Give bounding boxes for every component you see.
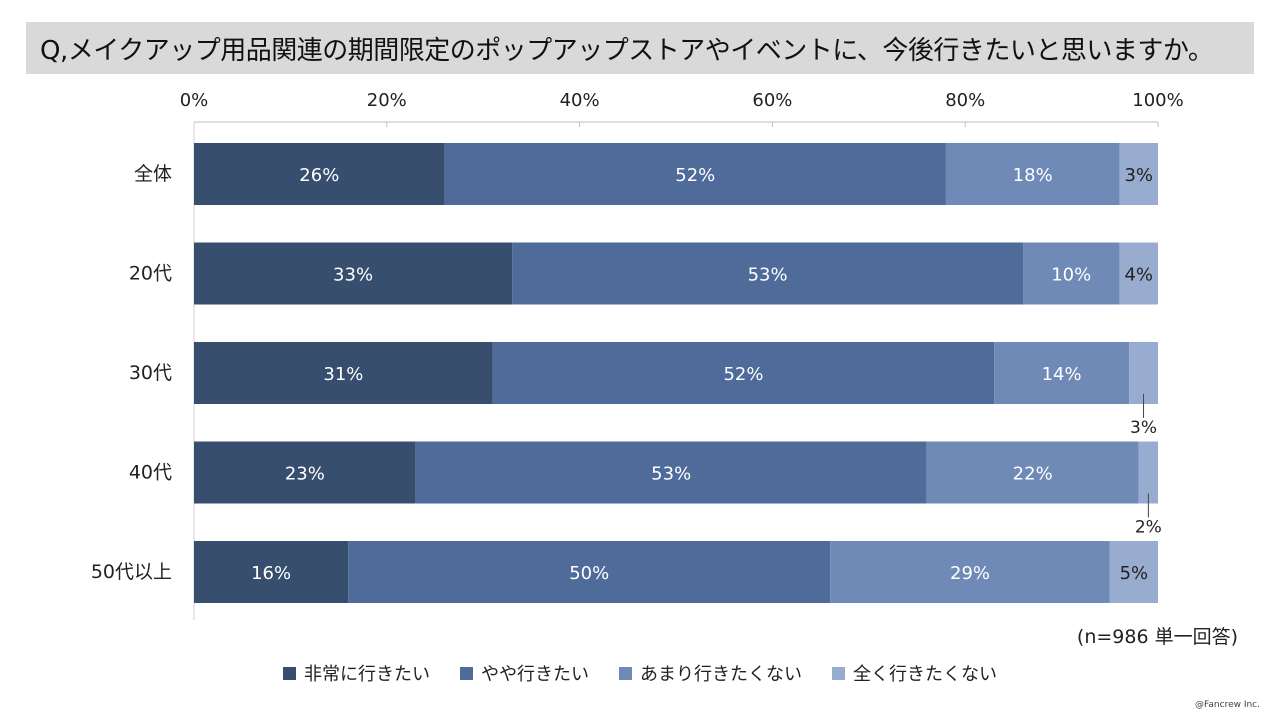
data-label: 10% bbox=[1051, 265, 1091, 286]
bar-segment bbox=[1119, 242, 1158, 305]
bar-segment bbox=[194, 242, 513, 305]
legend-item-not-at-all-want: 全く行きたくない bbox=[832, 660, 997, 686]
bar-segment bbox=[194, 143, 445, 205]
bar-segment bbox=[945, 143, 1120, 205]
legend-label: 非常に行きたい bbox=[304, 664, 430, 685]
data-label: 3% bbox=[1124, 165, 1153, 186]
data-label: 4% bbox=[1124, 265, 1153, 286]
category-label: 20代 bbox=[129, 263, 172, 285]
data-label: 3% bbox=[1130, 418, 1157, 438]
category-label: 30代 bbox=[129, 362, 172, 384]
bar-segment bbox=[830, 541, 1110, 603]
bar-segment bbox=[492, 342, 995, 404]
bar-segment bbox=[415, 441, 927, 504]
bar-segment bbox=[926, 441, 1139, 504]
data-label: 2% bbox=[1135, 518, 1162, 538]
x-tick-label: 0% bbox=[180, 90, 209, 111]
chart-title: Q,メイクアップ用品関連の期間限定のポップアップストアやイベントに、今後行きたい… bbox=[40, 35, 1214, 66]
legend-swatch bbox=[832, 666, 845, 680]
legend-swatch bbox=[619, 666, 632, 680]
data-label: 18% bbox=[1013, 165, 1053, 186]
data-label: 16% bbox=[251, 563, 291, 584]
legend-label: 全く行きたくない bbox=[853, 664, 997, 685]
data-label: 14% bbox=[1042, 364, 1082, 385]
bar-segment bbox=[1023, 242, 1120, 305]
legend-item-not-really-want: あまり行きたくない bbox=[619, 660, 802, 686]
category-label: 40代 bbox=[129, 462, 172, 484]
legend-item-very-want: 非常に行きたい bbox=[283, 660, 430, 686]
legend-item-somewhat-want: やや行きたい bbox=[460, 660, 589, 686]
bar-segment bbox=[1138, 441, 1158, 504]
data-label: 23% bbox=[285, 464, 325, 485]
x-tick-label: 20% bbox=[367, 90, 407, 111]
data-label: 26% bbox=[299, 165, 339, 186]
data-label: 22% bbox=[1013, 464, 1053, 485]
category-label: 全体 bbox=[134, 163, 172, 185]
data-label: 53% bbox=[748, 265, 788, 286]
x-tick-label: 40% bbox=[560, 90, 600, 111]
legend-label: あまり行きたくない bbox=[640, 664, 802, 685]
data-label: 29% bbox=[950, 563, 990, 584]
data-label: 33% bbox=[333, 265, 373, 286]
bar-segment bbox=[1129, 342, 1158, 404]
bar-segment bbox=[444, 143, 946, 205]
bar-segment bbox=[994, 342, 1130, 404]
sample-note: (n=986 単一回答) bbox=[1076, 626, 1238, 648]
data-label: 53% bbox=[651, 464, 691, 485]
data-label: 50% bbox=[569, 563, 609, 584]
bar-segment bbox=[1119, 143, 1158, 205]
legend-swatch bbox=[460, 666, 473, 680]
data-label: 52% bbox=[723, 364, 763, 385]
bar-segment bbox=[1109, 541, 1158, 603]
legend-swatch bbox=[283, 666, 296, 680]
x-tick-label: 80% bbox=[945, 90, 985, 111]
bar-segment bbox=[194, 342, 493, 404]
data-label: 52% bbox=[675, 165, 715, 186]
title-bar: Q,メイクアップ用品関連の期間限定のポップアップストアやイベントに、今後行きたい… bbox=[26, 22, 1254, 74]
legend-label: やや行きたい bbox=[481, 664, 589, 685]
bar-segment bbox=[348, 541, 831, 603]
data-label: 31% bbox=[323, 364, 363, 385]
credit: @Fancrew Inc. bbox=[1195, 700, 1260, 710]
category-label: 50代以上 bbox=[91, 561, 172, 583]
data-label: 5% bbox=[1120, 563, 1149, 584]
legend: 非常に行きたい やや行きたい あまり行きたくない 全く行きたくない bbox=[0, 660, 1280, 686]
x-tick-label: 60% bbox=[752, 90, 792, 111]
x-tick-label: 100% bbox=[1132, 90, 1183, 111]
bar-segment bbox=[194, 441, 416, 504]
bar-segment bbox=[512, 242, 1024, 305]
bar-segment bbox=[194, 541, 349, 603]
